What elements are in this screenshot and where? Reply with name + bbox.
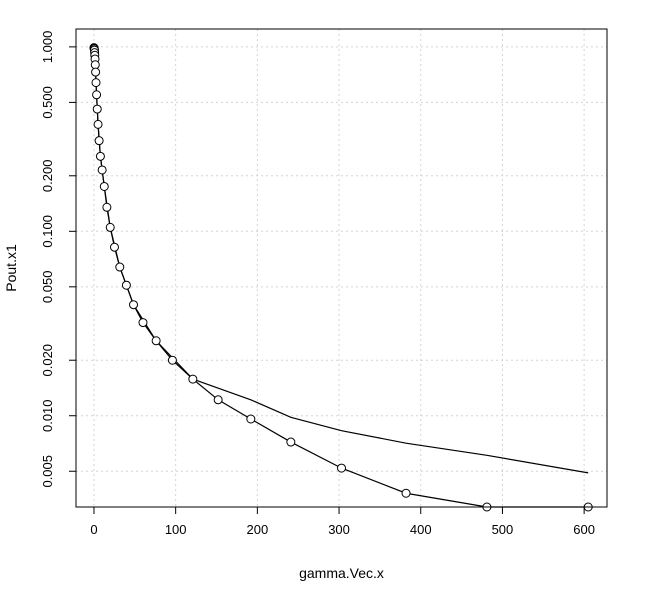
x-tick-label: 300: [328, 522, 350, 537]
x-tick-label: 600: [573, 522, 595, 537]
series-1-point: [129, 300, 139, 310]
x-tick-label: 0: [90, 522, 97, 537]
series-1-point: [97, 165, 107, 175]
y-tick-label: 0.010: [40, 399, 55, 432]
series-1-point: [91, 78, 101, 88]
series-1-point: [286, 437, 296, 447]
x-axis-title: gamma.Vec.x: [299, 565, 384, 581]
series-1-point: [92, 90, 102, 100]
x-tick-label: 400: [410, 522, 432, 537]
series-1-point: [102, 202, 112, 212]
x-tick-label: 100: [165, 522, 187, 537]
series-1-point: [401, 488, 411, 498]
series-1-point: [91, 67, 101, 77]
y-axis: 0.005 0.010 0.020 0.050 0.100 0.200 0.500 1.000: [40, 31, 77, 488]
series-lines: [93, 47, 589, 508]
series-1-point: [90, 60, 100, 70]
series-1-point: [105, 222, 115, 232]
series-1-point: [151, 336, 161, 346]
series-1-line: [93, 47, 589, 508]
series-1-point: [121, 280, 131, 290]
series-1-point: [188, 374, 198, 384]
series-1-point: [94, 136, 104, 146]
series-1-point: [93, 119, 103, 129]
series-1-point: [115, 262, 125, 272]
y-tick-label: 0.200: [40, 160, 55, 193]
series-1-point: [92, 104, 102, 114]
y-axis-title: Pout.x1: [3, 244, 19, 292]
y-tick-label: 0.005: [40, 455, 55, 488]
plot-frame: [75, 28, 608, 508]
series-1-point: [109, 242, 119, 252]
y-tick-label: 0.500: [40, 86, 55, 119]
series-2-line: [93, 47, 589, 474]
series-1-point: [99, 181, 109, 191]
grid: [76, 29, 607, 507]
series-1-point: [167, 355, 177, 365]
y-tick-label: 1.000: [40, 31, 55, 64]
series-1-point: [246, 414, 256, 424]
y-tick-label: 0.020: [40, 344, 55, 377]
y-tick-label: 0.050: [40, 271, 55, 304]
series-1-point: [213, 395, 223, 405]
x-axis: 0 100 200 300 400 500 600: [90, 506, 595, 537]
series-1-point: [95, 151, 105, 161]
series-points: [89, 43, 593, 512]
x-tick-label: 500: [492, 522, 514, 537]
series-1-point: [138, 318, 148, 328]
x-tick-label: 200: [247, 522, 269, 537]
series-1-point: [337, 463, 346, 473]
y-tick-label: 0.100: [40, 215, 55, 248]
